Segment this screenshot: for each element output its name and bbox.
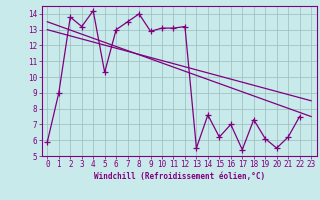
X-axis label: Windchill (Refroidissement éolien,°C): Windchill (Refroidissement éolien,°C) [94, 172, 265, 181]
